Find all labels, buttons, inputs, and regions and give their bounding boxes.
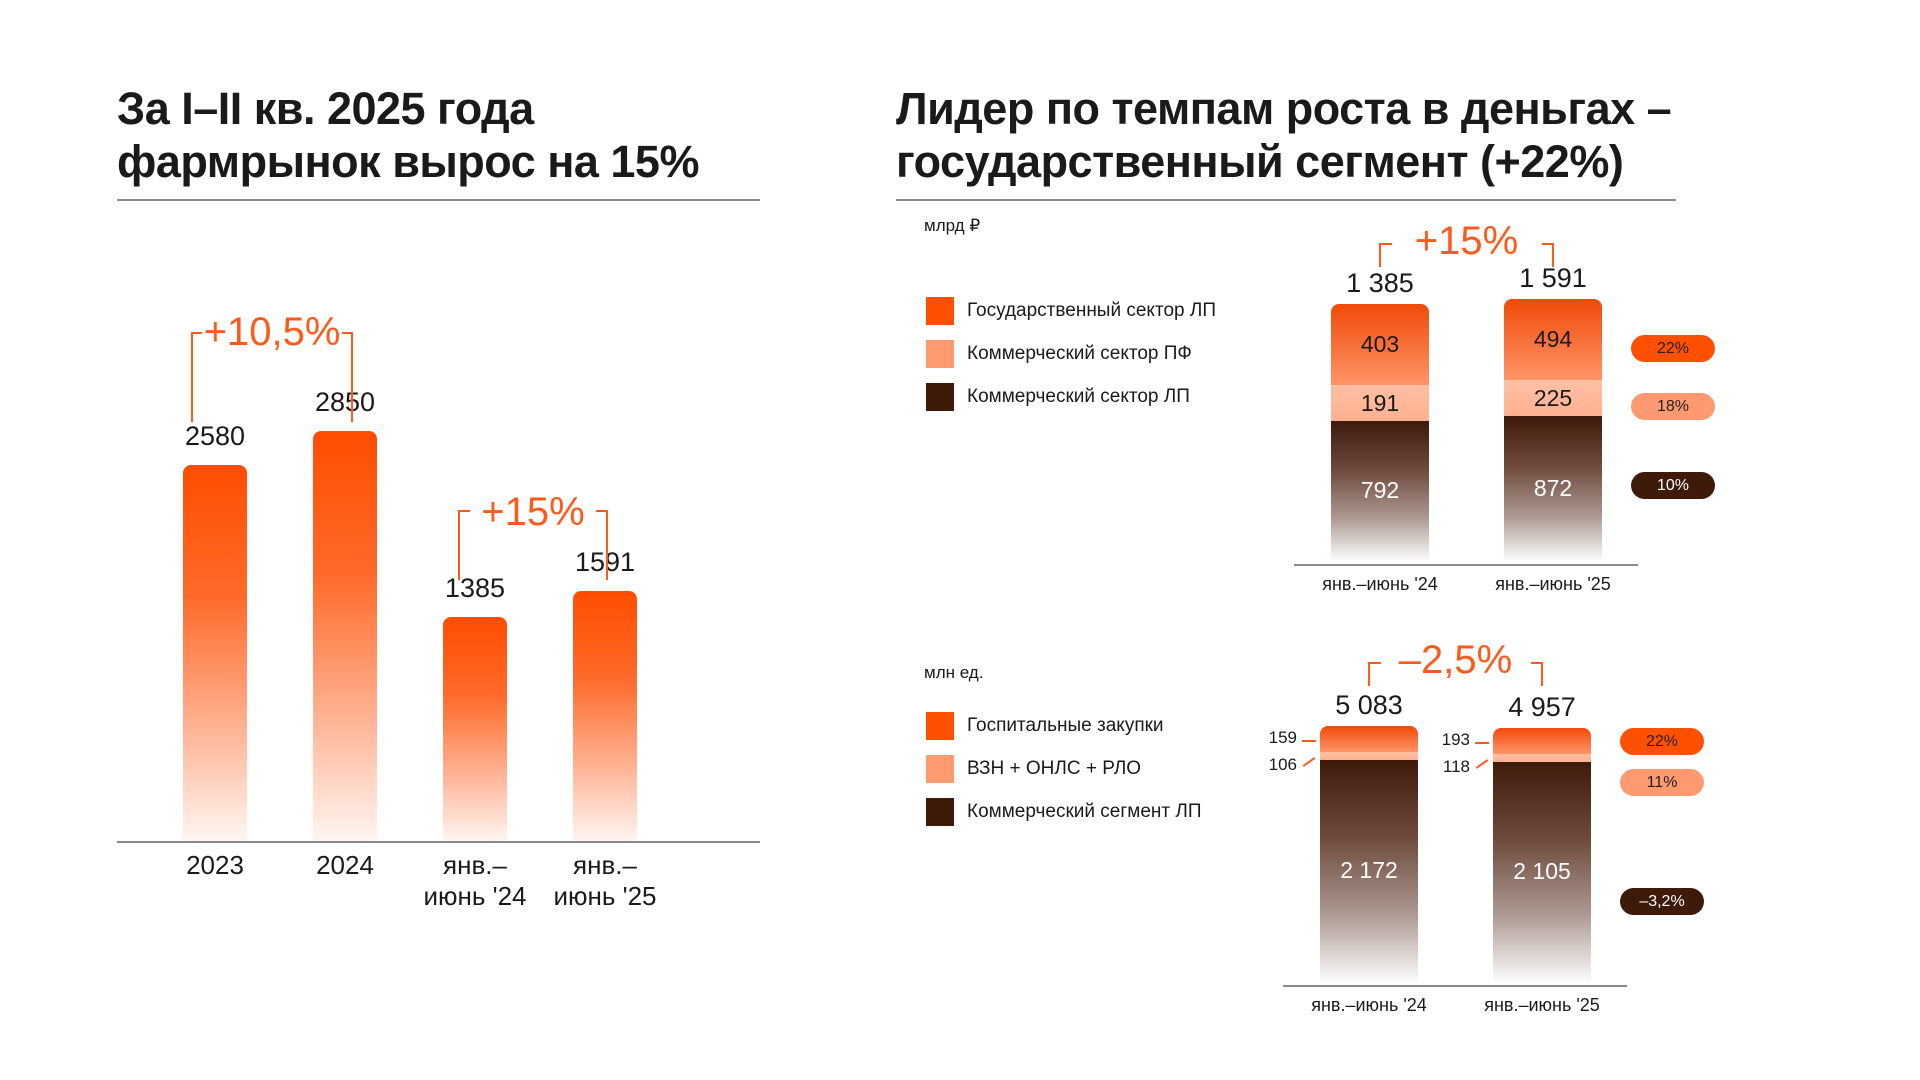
left-title-rule — [117, 199, 760, 201]
segment-value: 106 — [1268, 755, 1297, 774]
right-title-rule — [896, 199, 1676, 201]
category-label: янв.–июнь '25 — [535, 850, 675, 912]
leader-line — [1302, 740, 1316, 742]
category-line: июнь '24 — [423, 881, 527, 911]
segment-value: 792 — [1360, 477, 1400, 503]
left-title: За I–II кв. 2025 года фармрынок вырос на … — [117, 83, 699, 187]
value-label: 1591 — [574, 546, 636, 577]
category-line: 2023 — [186, 850, 244, 880]
category-line: янв.– — [443, 850, 507, 880]
value-label: 1385 — [444, 573, 506, 604]
leader-line — [1475, 742, 1489, 744]
leader-line — [1302, 757, 1316, 767]
category-label: янв.–июнь '24 — [405, 850, 545, 912]
legend-label: Коммерческий сектор ПФ — [967, 343, 1192, 364]
growth-badge: 22% — [1631, 335, 1715, 362]
bar-segment: 2 105 — [1493, 762, 1591, 981]
bar-segment: 872 — [1504, 416, 1602, 560]
bar-segment — [1320, 752, 1418, 760]
category-label: янв.–июнь '25 — [1495, 574, 1611, 594]
leader-line — [1475, 759, 1489, 769]
category-line: июнь '25 — [553, 881, 657, 911]
legend-swatch — [926, 712, 954, 740]
growth-badge: 18% — [1631, 393, 1715, 420]
legend-swatch — [926, 755, 954, 783]
segment-value: 403 — [1360, 331, 1400, 357]
legend-swatch — [926, 297, 954, 325]
category-label: янв.–июнь '25 — [1484, 995, 1600, 1015]
x-axis — [1294, 564, 1638, 566]
legend-label: Государственный сектор ЛП — [967, 300, 1216, 321]
legend-swatch — [926, 798, 954, 826]
growth-annotation: +15% — [470, 490, 596, 535]
total-label: 1 385 — [1346, 268, 1414, 298]
bar-segment — [1493, 728, 1591, 754]
stacked-bar: 494 225 872 — [1504, 299, 1602, 560]
stacked-bar: 2 105 — [1493, 728, 1591, 981]
category-label: янв.–июнь '24 — [1311, 995, 1427, 1015]
bar — [573, 590, 637, 842]
growth-badge: 10% — [1631, 472, 1715, 499]
stacked-bar: 2 172 — [1320, 726, 1418, 981]
growth-badge: 11% — [1620, 769, 1704, 796]
value-label: 2850 — [314, 387, 376, 418]
total-label: 4 957 — [1508, 692, 1576, 722]
category-label: 2023 — [145, 850, 285, 881]
bar-segment — [1320, 726, 1418, 752]
bar-segment: 191 — [1331, 385, 1429, 421]
bar — [183, 465, 247, 842]
segment-value: 193 — [1441, 730, 1470, 749]
total-label: 1 591 — [1519, 263, 1587, 293]
segment-value: 494 — [1533, 326, 1573, 352]
bar — [313, 431, 377, 842]
segment-value: 2 172 — [1340, 857, 1398, 883]
category-label: 2024 — [275, 850, 415, 881]
total-label: 5 083 — [1335, 690, 1403, 720]
bar-segment: 2 172 — [1320, 760, 1418, 981]
right-title: Лидер по темпам роста в деньгах – государ… — [896, 83, 1672, 187]
category-line: янв.– — [573, 850, 637, 880]
change-annotation: –2,5% — [1380, 638, 1531, 683]
segment-value: 159 — [1268, 728, 1297, 747]
legend-label: Коммерческий сектор ЛП — [967, 386, 1190, 407]
legend-swatch — [926, 383, 954, 411]
segment-value: 2 105 — [1513, 858, 1571, 884]
growth-annotation: +10,5% — [202, 310, 342, 355]
segment-value: 225 — [1533, 384, 1573, 411]
value-label: 2580 — [184, 421, 246, 452]
segment-value: 872 — [1533, 474, 1573, 501]
growth-badge: 22% — [1620, 728, 1704, 755]
bar-segment — [1493, 754, 1591, 762]
bar-segment: 494 — [1504, 299, 1602, 380]
unit-label: млрд ₽ — [924, 216, 981, 235]
growth-badge: –3,2% — [1620, 888, 1704, 915]
legend-label: Госпитальные закупки — [967, 715, 1164, 736]
stacked-bar: 403 191 792 — [1331, 304, 1429, 560]
category-label: янв.–июнь '24 — [1322, 574, 1438, 594]
change-annotation: +15% — [1391, 219, 1542, 264]
bar — [443, 617, 507, 842]
segment-value: 191 — [1360, 389, 1400, 416]
legend-label: ВЗН + ОНЛС + РЛО — [967, 758, 1142, 779]
category-line: 2024 — [316, 850, 374, 880]
left-axis — [117, 841, 760, 843]
legend-swatch — [926, 340, 954, 368]
bar-segment: 403 — [1331, 304, 1429, 385]
bar-segment: 792 — [1331, 421, 1429, 560]
legend-label: Коммерческий сегмент ЛП — [967, 801, 1202, 822]
unit-label: млн ед. — [924, 663, 984, 682]
bar-segment: 225 — [1504, 380, 1602, 416]
x-axis — [1283, 985, 1627, 987]
segment-value: 118 — [1442, 757, 1470, 776]
